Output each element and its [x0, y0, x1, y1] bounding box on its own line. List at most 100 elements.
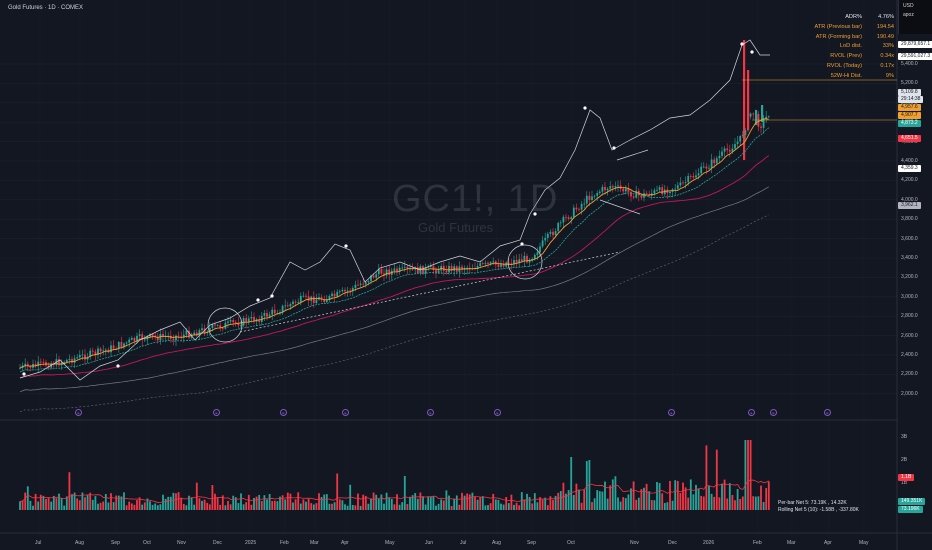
volume-bar [572, 495, 575, 510]
volume-bar [630, 488, 632, 510]
volume-bar [26, 486, 29, 510]
earnings-event-icon[interactable]: E [824, 409, 831, 416]
volume-bar [567, 490, 570, 510]
candle-body [463, 269, 466, 270]
candle-body [593, 195, 596, 197]
volume-bar [570, 456, 573, 510]
volume-bar [297, 492, 300, 510]
earnings-event-icon[interactable]: E [213, 409, 220, 416]
candle-body [117, 342, 120, 349]
candle-body [221, 327, 224, 329]
volume-bar [390, 498, 393, 510]
volume-bar [320, 496, 323, 510]
volume-bar [351, 505, 354, 510]
volume-bar [442, 500, 445, 510]
candle-body [445, 270, 448, 273]
indicator-lines [19, 39, 770, 413]
volume-bar [39, 494, 42, 510]
candle-body [552, 231, 554, 236]
volume-bar [422, 496, 424, 510]
earnings-event-icon[interactable]: E [427, 409, 434, 416]
earnings-event-icon[interactable]: E [770, 409, 777, 416]
candle-body [765, 116, 768, 119]
time-tick-label: May [385, 540, 395, 546]
candle-body [338, 291, 341, 293]
candle-body [370, 275, 372, 282]
volume-bar [37, 501, 40, 510]
candle-body [406, 266, 409, 269]
ema-fast-line [19, 118, 769, 369]
volume-bar [372, 492, 375, 510]
candle-body [346, 290, 349, 292]
volume-bar [21, 500, 24, 510]
candle-body [687, 176, 690, 183]
volume-bar [445, 490, 448, 510]
volume-bar [559, 491, 562, 510]
volume-bar [185, 505, 188, 510]
earnings-event-icon[interactable]: E [494, 409, 501, 416]
earnings-event-icon[interactable]: E [342, 409, 349, 416]
candle-body [123, 343, 125, 348]
candle-body [435, 269, 437, 273]
volume-bar [234, 497, 237, 510]
volume-bar [73, 492, 76, 510]
volume-bar [258, 494, 261, 510]
volume-bar [531, 503, 534, 510]
candle-body [596, 193, 599, 196]
earnings-event-icon[interactable]: E [748, 409, 755, 416]
comparison-line [19, 39, 770, 381]
candle-body [492, 261, 495, 263]
volume-bar [663, 503, 666, 510]
earnings-event-icon[interactable]: E [668, 409, 675, 416]
volume-bar [549, 496, 552, 510]
volume-bar [767, 481, 770, 510]
candle-body [679, 182, 682, 186]
price-tick-label: 2,200.0 [901, 371, 918, 378]
volume-bar [721, 483, 723, 510]
earnings-event-icon[interactable]: E [280, 409, 287, 416]
candle-body [130, 337, 133, 340]
volume-bar [502, 504, 505, 510]
candle-body [752, 113, 755, 115]
candle-body [500, 263, 502, 267]
price-label: 4,957.6 [898, 104, 921, 111]
candle-body [281, 305, 284, 313]
candle-body [133, 337, 136, 341]
candle-body [359, 283, 362, 285]
pivot-marker [22, 372, 26, 376]
volume-bar [468, 494, 471, 510]
candle-body [94, 351, 97, 356]
candle-body [757, 113, 760, 127]
watermark-symbol: GC1!, 1D [392, 178, 559, 220]
candle-body [201, 328, 203, 331]
volume-bar [479, 496, 482, 510]
volume-bar [245, 502, 248, 510]
volume-bar [65, 496, 68, 510]
candle-body [437, 270, 440, 273]
candle-body [91, 350, 94, 352]
time-tick-label: Jul [460, 540, 467, 546]
volume-bar [91, 499, 94, 510]
price-tick-label: 3,200.0 [901, 274, 918, 281]
candle-body [115, 348, 118, 350]
candle-body [604, 186, 606, 191]
candle-body [609, 186, 612, 189]
time-tick-label: Oct [143, 540, 151, 546]
candle-body [372, 275, 375, 278]
candle-body [367, 281, 370, 283]
candle-body [141, 334, 144, 340]
candle-body [24, 363, 27, 366]
candle-body [536, 252, 539, 255]
volume-bar [216, 497, 219, 510]
volume-bar [279, 496, 281, 510]
candle-body [89, 350, 92, 358]
candle-body [489, 262, 492, 264]
candle-body [562, 216, 565, 223]
price-tick-label: 3,400.0 [901, 255, 918, 261]
volume-bar [84, 497, 86, 510]
currency-box[interactable]: USD apoz [898, 0, 932, 34]
earnings-event-icon[interactable]: E [75, 409, 82, 416]
volume-bar [702, 496, 705, 510]
volume-bar [250, 504, 253, 510]
